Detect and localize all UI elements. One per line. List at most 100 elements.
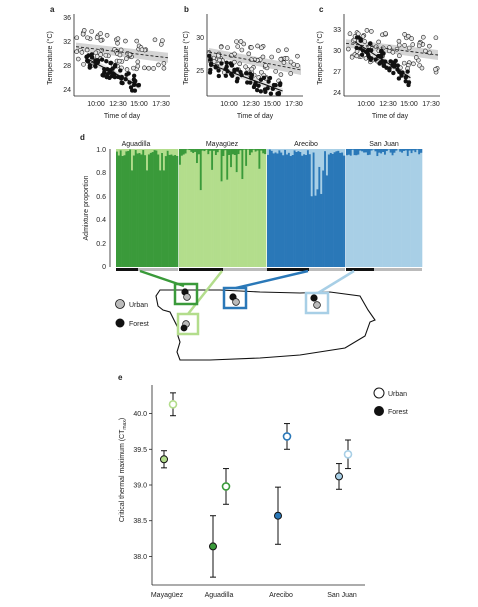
admixture-bar-segment bbox=[192, 153, 194, 267]
admixture-bar-segment bbox=[247, 150, 249, 267]
admixture-bar-segment bbox=[316, 189, 318, 267]
admixture-bar-segment bbox=[292, 149, 294, 155]
urban-point bbox=[82, 62, 86, 66]
map-legend-forest-label: Forest bbox=[129, 321, 149, 328]
scatter-points-a bbox=[75, 28, 168, 92]
admixture-bar-segment bbox=[243, 149, 245, 150]
admixture-bar-segment bbox=[380, 153, 382, 267]
admixture-bar-segment bbox=[339, 149, 341, 153]
panel-e: e Critical thermal maximum (CTmax) 38.03… bbox=[118, 373, 408, 599]
forest-point bbox=[109, 61, 113, 65]
urban-point bbox=[162, 61, 166, 65]
forest-mean-point bbox=[210, 543, 217, 550]
admixture-bar-segment bbox=[378, 153, 380, 267]
admixture-bar-segment bbox=[416, 149, 418, 150]
admixture-bar-segment bbox=[267, 149, 269, 155]
admixture-bar-segment bbox=[185, 149, 187, 153]
forest-point bbox=[368, 41, 372, 45]
admixture-bar-segment bbox=[365, 152, 367, 267]
urban-point bbox=[395, 47, 399, 51]
forest-point bbox=[378, 61, 382, 65]
xtick-a-0: 10:00 bbox=[87, 101, 105, 108]
admixture-bar-segment bbox=[284, 149, 286, 150]
admixture-bar-segment bbox=[392, 149, 394, 155]
panel-a: a Temperature (°C) 36 32 28 24 10:00 12:… bbox=[46, 5, 170, 120]
admixture-bar-segment bbox=[243, 150, 245, 267]
ytick-d-3: 0.6 bbox=[96, 194, 106, 201]
admixture-bar-segment bbox=[297, 151, 299, 267]
urban-point bbox=[136, 64, 140, 68]
ytick-label-e: 40.0 bbox=[133, 411, 147, 418]
admixture-bar-segment bbox=[200, 190, 202, 267]
admixture-bar-segment bbox=[223, 149, 225, 156]
admixture-bar-segment bbox=[354, 149, 356, 155]
ctmax-legend-urban-marker bbox=[374, 388, 384, 398]
forest-point bbox=[217, 74, 221, 78]
urban-point bbox=[160, 39, 164, 43]
pop-label-sanjuan: San Juan bbox=[369, 141, 399, 148]
admixture-bar-segment bbox=[271, 151, 273, 267]
urban-point bbox=[346, 47, 350, 51]
admixture-bar-segment bbox=[369, 149, 371, 155]
admixture-bar-segment bbox=[124, 149, 126, 155]
xtick-b-0: 10:00 bbox=[220, 101, 238, 108]
xtick-label-e: Aguadilla bbox=[205, 592, 234, 599]
yticks-e: 38.038.539.039.540.0 bbox=[133, 411, 152, 561]
admixture-bar-segment bbox=[328, 154, 330, 267]
urban-point bbox=[142, 66, 146, 70]
admixture-bar-segment bbox=[152, 149, 154, 152]
admixture-bar-segment bbox=[232, 154, 234, 267]
admixture-bar-segment bbox=[313, 152, 315, 267]
forest-point bbox=[208, 71, 212, 75]
admixture-bar-segment bbox=[356, 155, 358, 267]
admixture-bar-segment bbox=[257, 151, 259, 267]
urban-point bbox=[104, 53, 108, 57]
strip-forest-arecibo bbox=[267, 268, 309, 271]
urban-point bbox=[147, 66, 151, 70]
connector-arecibo bbox=[236, 271, 308, 288]
admixture-bar-segment bbox=[213, 149, 215, 151]
scatter-points-c bbox=[346, 28, 439, 87]
ytick-c-2: 27 bbox=[333, 69, 341, 76]
admixture-bar-segment bbox=[269, 149, 271, 267]
admixture-bar-segment bbox=[334, 152, 336, 267]
admixture-bar-segment bbox=[386, 149, 388, 151]
ytick-c-3: 24 bbox=[333, 90, 341, 97]
admixture-bar-segment bbox=[217, 149, 219, 152]
urban-point bbox=[239, 39, 243, 43]
ylabel-e-end: ) bbox=[119, 418, 126, 420]
admixture-bar-segment bbox=[169, 149, 171, 155]
forest-point bbox=[397, 76, 401, 80]
urban-point bbox=[279, 57, 283, 61]
admixture-bar-segment bbox=[273, 149, 275, 153]
admixture-bar-segment bbox=[209, 149, 211, 151]
ytick-a-1: 32 bbox=[63, 39, 71, 46]
urban-point bbox=[295, 63, 299, 67]
admixture-bar-segment bbox=[124, 155, 126, 267]
admixture-bar-segment bbox=[395, 149, 397, 151]
urban-point bbox=[75, 50, 79, 54]
admixture-bar-segment bbox=[320, 194, 322, 267]
ylabel-e: Critical thermal maximum (CTmax) bbox=[119, 418, 128, 522]
urban-point bbox=[240, 48, 244, 52]
panel-letter-c: c bbox=[319, 5, 324, 14]
xtick-b-1: 12:30 bbox=[242, 101, 260, 108]
admixture-bar-segment bbox=[142, 150, 144, 267]
strip-urban-aguadilla bbox=[138, 268, 178, 271]
ylabel-e-main: Critical thermal maximum (CT bbox=[119, 429, 126, 522]
urban-point bbox=[105, 33, 109, 37]
admixture-bar-segment bbox=[205, 149, 207, 150]
admixture-bar-segment bbox=[163, 170, 165, 267]
admixture-bar-segment bbox=[174, 155, 176, 267]
admixture-bar-segment bbox=[249, 149, 251, 155]
admixture-bar-segment bbox=[142, 149, 144, 150]
strip-forest-aguadilla bbox=[116, 268, 138, 271]
admixture-bar-segment bbox=[394, 149, 396, 153]
admixture-bar-segment bbox=[255, 149, 257, 152]
forest-point bbox=[360, 53, 364, 57]
urban-point bbox=[226, 46, 230, 50]
forest-point bbox=[277, 92, 281, 96]
admixture-bar-segment bbox=[213, 151, 215, 267]
admixture-bar-segment bbox=[159, 149, 161, 170]
admixture-bar-segment bbox=[207, 149, 209, 154]
